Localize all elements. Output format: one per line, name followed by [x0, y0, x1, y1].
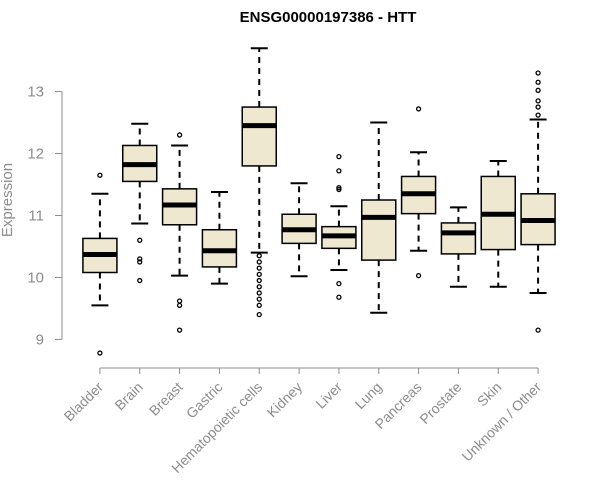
outlier-point: [256, 296, 262, 302]
outlier-point: [97, 172, 103, 178]
y-axis-label: Expression: [0, 163, 16, 237]
outlier-point: [336, 294, 342, 300]
y-tick-label: 13: [27, 84, 44, 101]
outlier-point: [336, 153, 342, 160]
outlier-point: [535, 112, 541, 118]
outlier-point: [137, 277, 143, 284]
box-group: [241, 47, 277, 318]
box-group: [281, 182, 317, 278]
outlier-point: [256, 271, 262, 278]
outlier-point: [256, 284, 262, 290]
outlier-point: [97, 350, 103, 356]
box-group: [201, 190, 238, 285]
box-group: [82, 172, 118, 356]
box-group: [161, 132, 198, 333]
outlier-point: [176, 298, 183, 304]
outlier-point: [336, 184, 342, 191]
outlier-point: [336, 168, 342, 174]
x-tick-label: Bladder: [61, 379, 107, 425]
box-group: [122, 122, 158, 284]
outlier-point: [256, 277, 262, 284]
outlier-point: [137, 259, 143, 265]
y-tick-label: 11: [28, 207, 44, 224]
outlier-point: [256, 302, 262, 308]
chart-title: ENSG00000197386 - HTT: [240, 9, 417, 26]
y-axis: 9 10 11 12 13: [27, 84, 63, 348]
x-tick-label: Skin: [474, 379, 505, 410]
outlier-point: [176, 132, 183, 138]
box-group: [400, 106, 437, 279]
box-rect: [361, 199, 397, 261]
x-tick-label: Prostate: [416, 379, 464, 427]
y-tick-label: 9: [36, 331, 44, 348]
outlier-point: [256, 311, 262, 318]
box-group: [361, 121, 397, 314]
outlier-point: [137, 237, 143, 243]
x-tick-label: Liver: [312, 379, 345, 412]
outlier-point: [137, 256, 143, 262]
outlier-point: [535, 327, 541, 333]
outlier-point: [415, 272, 422, 279]
outlier-point: [535, 104, 541, 110]
outlier-point: [256, 265, 262, 271]
outlier-point: [336, 280, 342, 287]
outlier-point: [535, 70, 541, 76]
box-rect: [440, 222, 477, 255]
y-tick-label: 12: [27, 146, 44, 163]
outlier-point: [415, 106, 422, 112]
outlier-point: [535, 98, 541, 104]
box-rect: [241, 106, 277, 167]
outlier-point: [256, 253, 262, 259]
outlier-point: [176, 327, 183, 333]
x-tick-label: Kidney: [264, 379, 306, 421]
box-group: [321, 153, 357, 300]
outlier-point: [256, 290, 262, 296]
box-series: [82, 47, 556, 356]
outlier-point: [535, 79, 541, 85]
outlier-point: [256, 259, 262, 265]
y-tick-label: 10: [27, 269, 44, 286]
outlier-point: [336, 186, 342, 193]
x-tick-label: Brain: [111, 379, 145, 413]
x-tick-label: Lung: [352, 379, 385, 412]
outlier-point: [176, 302, 183, 308]
box-group: [480, 159, 516, 288]
box-group: [520, 70, 556, 333]
x-tick-label: Breast: [146, 379, 186, 419]
box-group: [440, 206, 477, 288]
outlier-point: [535, 87, 541, 93]
